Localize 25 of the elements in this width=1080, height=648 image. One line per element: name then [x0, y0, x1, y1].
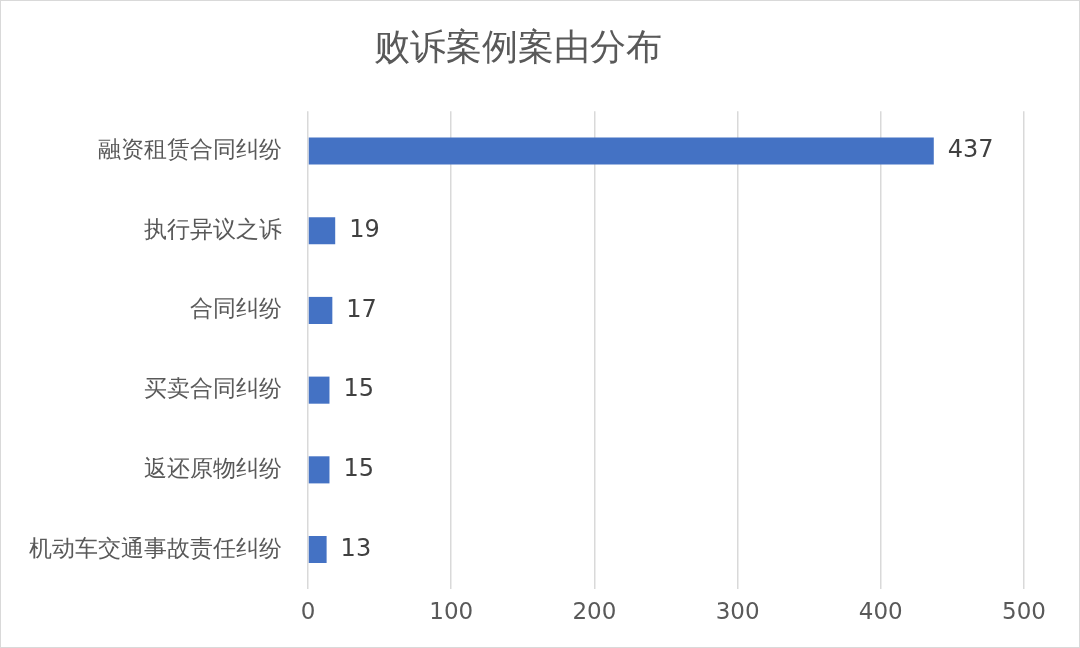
y-tick-label: 机动车交通事故责任纠纷 [29, 534, 282, 561]
data-label: 15 [343, 374, 375, 403]
y-tick-label: 融资租赁合同纠纷 [98, 136, 282, 163]
data-label: 15 [343, 454, 375, 483]
x-tick-label: 100 [429, 598, 474, 625]
x-tick-label: 500 [1002, 598, 1046, 625]
chart-title: 败诉案例案由分布 [373, 25, 662, 67]
x-tick-label: 0 [300, 598, 316, 625]
bar [308, 376, 330, 404]
data-label: 17 [346, 294, 377, 323]
y-tick-label: 执行异议之诉 [144, 215, 282, 242]
data-label: 437 [947, 135, 994, 164]
bar [308, 536, 327, 564]
bar [308, 296, 333, 324]
y-tick-label: 返还原物纠纷 [144, 454, 282, 481]
x-tick-label: 300 [715, 598, 760, 625]
x-tick-label: 200 [572, 598, 617, 625]
data-label: 19 [349, 214, 380, 243]
data-label: 13 [340, 533, 372, 562]
y-tick-label: 合同纠纷 [190, 295, 282, 322]
x-tick-label: 400 [858, 598, 903, 625]
bar [308, 456, 330, 484]
bar [308, 217, 336, 245]
bar [308, 137, 934, 165]
y-tick-label: 买卖合同纠纷 [144, 375, 282, 402]
